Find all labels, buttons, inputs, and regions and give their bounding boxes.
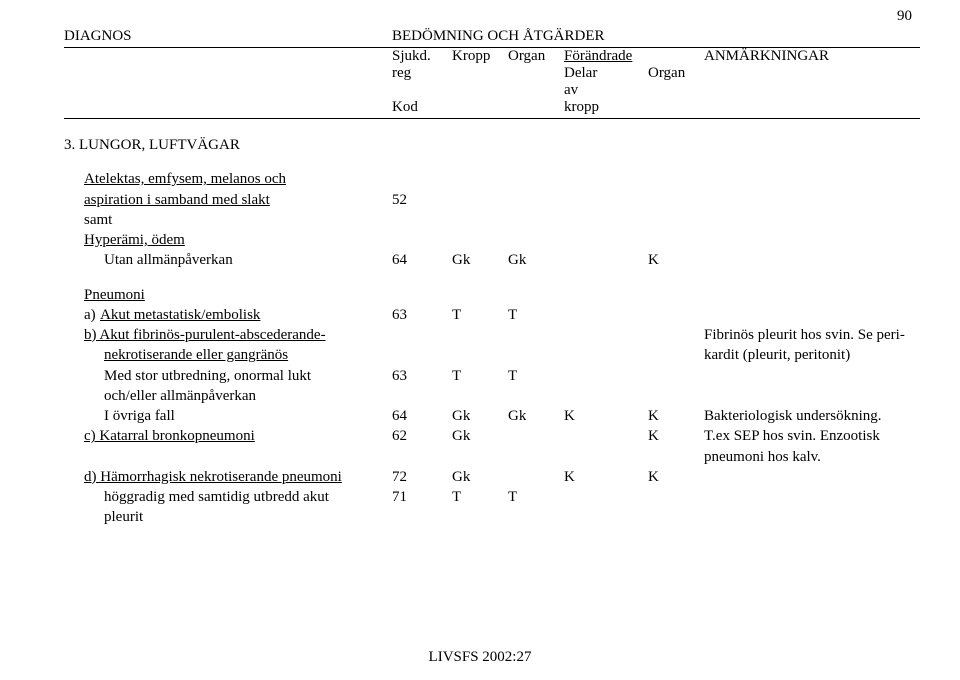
cell: Gk bbox=[508, 250, 564, 270]
header-sjukd: Sjukd. bbox=[392, 48, 452, 65]
row-text: samt bbox=[64, 212, 112, 228]
cell: 63 bbox=[392, 366, 452, 386]
header-forandrade: Förändrade bbox=[564, 48, 648, 65]
header-delar: Delar bbox=[564, 65, 648, 82]
cell: T bbox=[452, 305, 508, 325]
header-organ2: Organ bbox=[648, 65, 704, 82]
cell: T bbox=[508, 366, 564, 386]
header-kod: Kod bbox=[392, 99, 452, 116]
header-kropp: Kropp bbox=[452, 48, 508, 65]
row-text: Hyperämi, ödem bbox=[64, 232, 185, 248]
cell: 64 bbox=[392, 406, 452, 426]
cell: Gk bbox=[452, 250, 508, 270]
cell: K bbox=[648, 426, 704, 446]
cell: 52 bbox=[392, 190, 452, 210]
page-number: 90 bbox=[897, 8, 912, 25]
page: 90 DIAGNOS BEDÖMNING OCH ÅTGÄRDER Sjukd.… bbox=[0, 0, 960, 680]
cell: K bbox=[648, 406, 704, 426]
header-diagnos: DIAGNOS bbox=[64, 28, 244, 45]
cell: 64 bbox=[392, 250, 452, 270]
row-text: a)Akut metastatisk/embolisk bbox=[64, 307, 260, 323]
cell: 72 bbox=[392, 467, 452, 487]
header-anm: ANMÄRKNINGAR bbox=[704, 48, 920, 65]
cell: 71 bbox=[392, 487, 452, 507]
table-subheader: Sjukd. Kropp Organ Förändrade ANMÄRKNING… bbox=[64, 48, 920, 119]
header-kropp2: kropp bbox=[564, 99, 648, 116]
cell: Gk bbox=[508, 406, 564, 426]
row-text: pleurit bbox=[64, 509, 143, 525]
header-bedomning: BEDÖMNING OCH ÅTGÄRDER bbox=[392, 28, 682, 45]
cell: K bbox=[564, 406, 648, 426]
cell: T bbox=[508, 487, 564, 507]
cell: K bbox=[648, 250, 704, 270]
row-text: aspiration i samband med slakt bbox=[64, 192, 270, 208]
row-text: Med stor utbredning, onormal lukt bbox=[64, 368, 311, 384]
cell: 63 bbox=[392, 305, 452, 325]
note: T.ex SEP hos svin. Enzootisk bbox=[704, 426, 920, 446]
footer: LIVSFS 2002:27 bbox=[0, 649, 960, 666]
row-text: och/eller allmänpåverkan bbox=[64, 388, 256, 404]
row-text: nekrotiserande eller gangränös bbox=[64, 347, 288, 363]
row-text: Pneumoni bbox=[64, 287, 145, 303]
note: pneumoni hos kalv. bbox=[704, 447, 920, 467]
row-text: I övriga fall bbox=[64, 408, 175, 424]
table-header: DIAGNOS BEDÖMNING OCH ÅTGÄRDER bbox=[64, 28, 920, 48]
cell: K bbox=[648, 467, 704, 487]
header-reg: reg bbox=[392, 65, 452, 82]
row-text: höggradig med samtidig utbredd akut bbox=[64, 489, 329, 505]
cell: T bbox=[452, 366, 508, 386]
note: Bakteriologisk undersökning. bbox=[704, 406, 920, 426]
row-text: c) Katarral bronkopneumoni bbox=[64, 428, 255, 444]
row-text: b) Akut fibrinös-purulent-abscederande- bbox=[64, 327, 326, 343]
cell: T bbox=[452, 487, 508, 507]
table-body: 3. LUNGOR, LUFTVÄGAR Atelektas, emfysem,… bbox=[64, 135, 920, 528]
header-organ: Organ bbox=[508, 48, 564, 65]
note: kardit (pleurit, peritonit) bbox=[704, 345, 920, 365]
cell: Gk bbox=[452, 426, 508, 446]
cell: Gk bbox=[452, 406, 508, 426]
row-text: Atelektas, emfysem, melanos och bbox=[64, 171, 286, 187]
row-text: d) Hämorrhagisk nekrotiserande pneumoni bbox=[64, 469, 342, 485]
section-title: 3. LUNGOR, LUFTVÄGAR bbox=[64, 135, 392, 155]
cell: T bbox=[508, 305, 564, 325]
note: Fibrinös pleurit hos svin. Se peri- bbox=[704, 325, 920, 345]
header-av: av bbox=[564, 82, 648, 99]
cell: 62 bbox=[392, 426, 452, 446]
row-text: Utan allmänpåverkan bbox=[64, 252, 233, 268]
cell: Gk bbox=[452, 467, 508, 487]
cell: K bbox=[564, 467, 648, 487]
